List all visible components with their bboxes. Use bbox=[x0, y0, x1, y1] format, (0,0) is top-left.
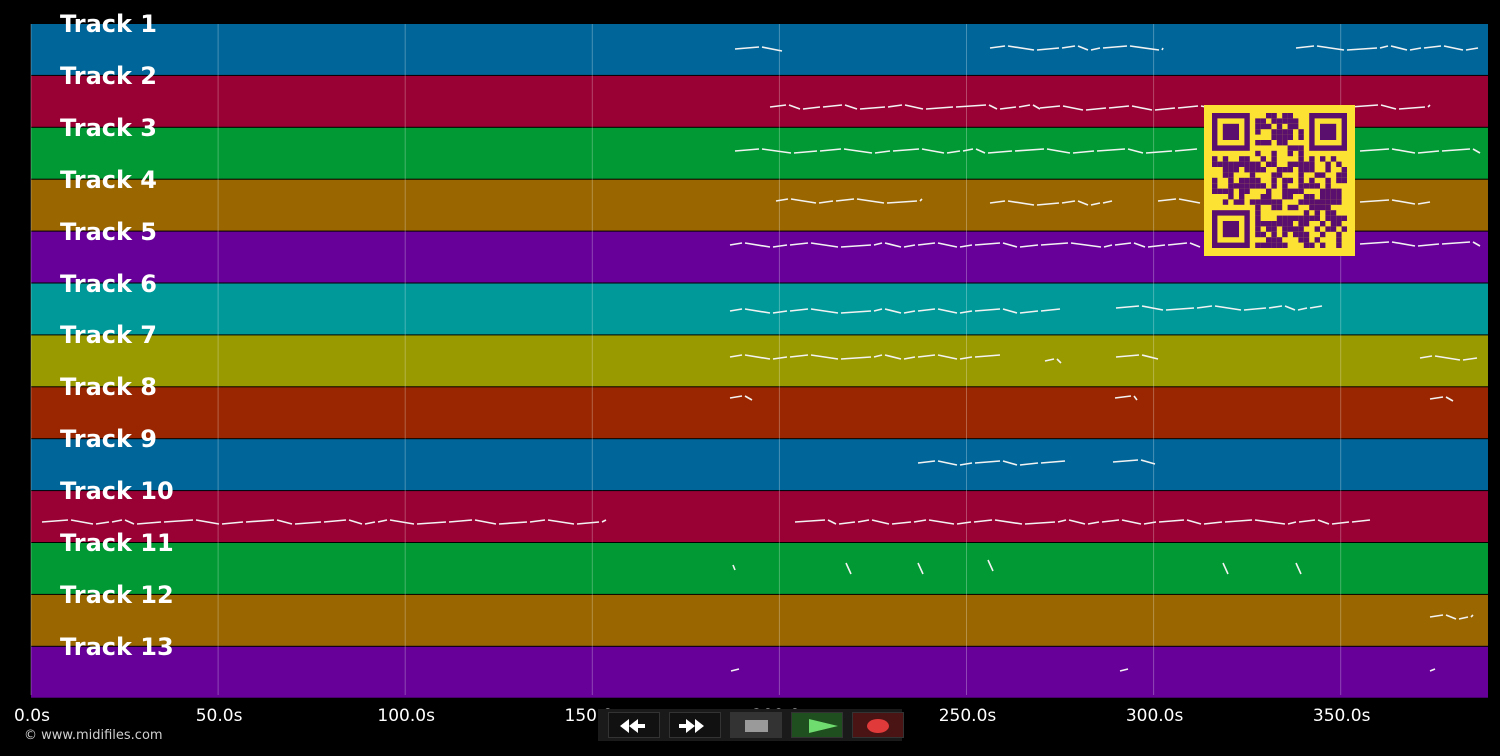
note-events bbox=[917, 562, 924, 575]
stop-button[interactable] bbox=[730, 712, 782, 738]
track-label: Track 3 bbox=[60, 113, 158, 142]
track-lane[interactable] bbox=[31, 387, 1488, 439]
track-lane[interactable] bbox=[31, 24, 1488, 75]
record-icon bbox=[867, 719, 889, 733]
note-events bbox=[845, 562, 852, 575]
note-events bbox=[1119, 668, 1129, 672]
note-events bbox=[1295, 562, 1302, 575]
track-lane[interactable] bbox=[31, 335, 1488, 387]
copyright-text: © www.midifiles.com bbox=[24, 728, 163, 743]
track-label: Track 8 bbox=[60, 373, 158, 402]
fast-forward-icon bbox=[679, 719, 704, 733]
note-events bbox=[1044, 358, 1062, 364]
time-tick-label: 50.0s bbox=[195, 706, 243, 726]
note-events bbox=[1359, 199, 1431, 205]
note-events bbox=[730, 668, 740, 672]
time-tick-label: 300.0s bbox=[1125, 706, 1184, 726]
note-events bbox=[1359, 241, 1481, 247]
note-events bbox=[729, 395, 753, 401]
time-tick-label: 250.0s bbox=[938, 706, 997, 726]
note-events bbox=[729, 242, 1201, 248]
transport-controls bbox=[598, 709, 904, 741]
note-events bbox=[1112, 459, 1156, 465]
note-events bbox=[917, 460, 1066, 466]
time-tick-label: 0.0s bbox=[14, 706, 50, 726]
note-events bbox=[1115, 305, 1323, 311]
play-icon bbox=[809, 719, 838, 733]
track-lane[interactable] bbox=[31, 543, 1488, 594]
track-label: Track 7 bbox=[60, 321, 158, 350]
note-events bbox=[729, 354, 1001, 360]
note-events bbox=[734, 148, 1198, 154]
track-lane[interactable] bbox=[31, 439, 1488, 491]
track-label: Track 12 bbox=[60, 580, 174, 609]
track-lane[interactable] bbox=[31, 646, 1488, 698]
note-events bbox=[734, 46, 783, 52]
note-events bbox=[989, 45, 1164, 51]
track-label: Track 11 bbox=[60, 529, 174, 557]
track-lane[interactable] bbox=[31, 283, 1488, 335]
track-label: Track 1 bbox=[60, 10, 158, 38]
track-label: Track 2 bbox=[60, 61, 158, 90]
note-events bbox=[1157, 198, 1201, 204]
note-events bbox=[729, 308, 1061, 314]
track-lane[interactable] bbox=[31, 491, 1488, 542]
track-label: Track 9 bbox=[60, 425, 158, 454]
rewind-icon bbox=[620, 719, 645, 733]
fast-forward-button[interactable] bbox=[669, 712, 721, 738]
qr-code bbox=[1204, 105, 1355, 256]
note-events bbox=[775, 198, 923, 204]
note-events bbox=[989, 200, 1113, 206]
note-events bbox=[1429, 614, 1474, 620]
track-label: Track 5 bbox=[60, 217, 158, 246]
rewind-button[interactable] bbox=[608, 712, 660, 738]
note-events bbox=[987, 559, 994, 572]
note-events bbox=[1349, 104, 1431, 110]
note-events bbox=[794, 519, 1371, 525]
record-button[interactable] bbox=[852, 712, 904, 738]
track-label: Track 6 bbox=[60, 269, 158, 298]
track-label: Track 4 bbox=[60, 165, 158, 194]
stop-icon bbox=[745, 720, 768, 732]
play-button[interactable] bbox=[791, 712, 843, 738]
time-tick-label: 350.0s bbox=[1312, 706, 1371, 726]
note-events bbox=[1115, 354, 1159, 360]
time-tick-label: 100.0s bbox=[377, 706, 435, 726]
note-events bbox=[1114, 395, 1138, 401]
note-events bbox=[1429, 668, 1436, 672]
note-events bbox=[732, 564, 736, 571]
note-events bbox=[769, 104, 1041, 110]
note-events bbox=[1429, 396, 1454, 402]
note-events bbox=[1419, 355, 1478, 361]
note-events bbox=[1222, 562, 1229, 575]
note-events bbox=[41, 519, 607, 525]
track-label: Track 10 bbox=[60, 477, 174, 506]
note-events bbox=[1359, 148, 1481, 154]
note-events bbox=[1295, 45, 1479, 51]
track-label: Track 13 bbox=[60, 632, 174, 661]
track-lane[interactable] bbox=[31, 594, 1488, 646]
